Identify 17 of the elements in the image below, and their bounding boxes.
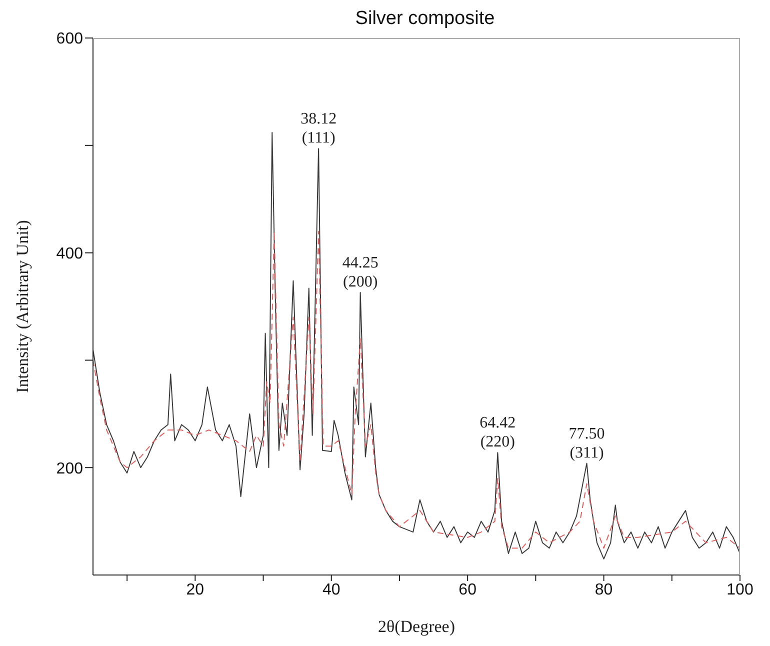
x-tick-label: 80 <box>594 581 613 598</box>
x-tick-label: 20 <box>186 581 204 598</box>
line-series <box>93 132 740 560</box>
annotation: 44.25 (200) <box>342 254 378 291</box>
annotation: 38.12 (111) <box>300 110 337 147</box>
chart-title: Silver composite <box>354 8 496 30</box>
annotation: 64.42 (220) <box>480 414 516 451</box>
y-tick-label: 200 <box>56 460 84 478</box>
annotation: 77.50 (311) <box>568 425 605 462</box>
y-axis-title: Intensity (Arbitrary Unit) <box>13 220 32 393</box>
x-axis-title: 2θ(Degree) <box>378 617 456 636</box>
x-tick-label: 100 <box>726 581 754 598</box>
x-tick-label: 60 <box>458 581 477 598</box>
y-tick-label: 400 <box>56 245 84 262</box>
line-series <box>93 230 740 549</box>
y-tick-label: 600 <box>56 30 84 48</box>
x-tick-label: 40 <box>322 581 340 598</box>
